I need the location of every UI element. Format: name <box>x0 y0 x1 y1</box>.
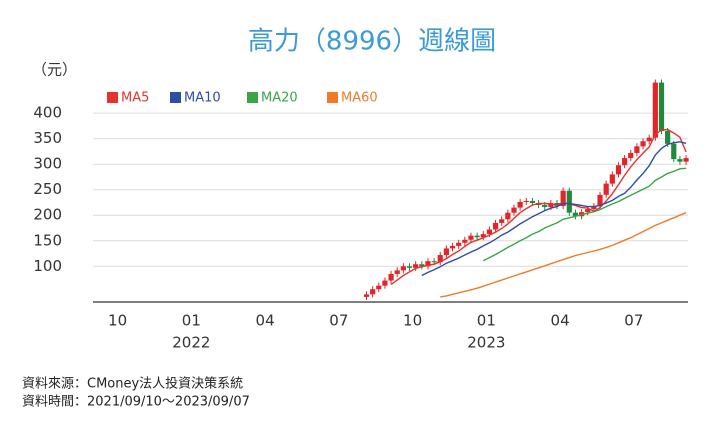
x-tick-label: 04 <box>551 312 570 330</box>
x-year-label: 2023 <box>467 334 505 352</box>
legend-label: MA10 <box>184 91 221 106</box>
candle-body <box>443 248 449 256</box>
x-tick-label: 07 <box>624 312 643 330</box>
candle-body <box>628 152 634 159</box>
candle-body <box>646 137 652 142</box>
candle-body <box>425 261 431 267</box>
candle-body <box>609 174 615 184</box>
candle-body <box>462 239 468 243</box>
y-tick-label: 350 <box>33 129 62 147</box>
x-tick-label: 04 <box>256 312 275 330</box>
ma-line <box>440 212 687 298</box>
candle-body <box>560 190 566 207</box>
candle-body <box>572 212 579 217</box>
candle-body <box>523 200 529 202</box>
ma-line <box>421 141 687 277</box>
candle-body <box>585 209 591 213</box>
legend-swatch <box>170 92 181 103</box>
y-tick-label: 150 <box>33 231 62 249</box>
candle-body <box>419 264 425 267</box>
y-axis-label: （元） <box>32 61 77 79</box>
candle-body <box>406 266 413 268</box>
candle-body <box>529 200 536 203</box>
candle-body <box>486 229 493 235</box>
candle-body <box>566 190 572 213</box>
candle-body <box>363 294 370 297</box>
y-tick-label: 300 <box>33 155 62 173</box>
legend-swatch <box>107 92 118 103</box>
y-tick-label: 250 <box>33 180 62 198</box>
legend-swatch <box>247 92 258 103</box>
candle-body <box>677 159 683 162</box>
legend-swatch <box>327 92 338 103</box>
candle-body <box>640 141 646 147</box>
candle-body <box>382 280 388 286</box>
x-tick-label: 01 <box>477 312 496 330</box>
candle-body <box>370 289 376 295</box>
candle-body <box>683 158 689 162</box>
y-tick-label: 400 <box>33 104 62 122</box>
candle-body <box>474 235 480 238</box>
ma-line <box>482 167 687 262</box>
candle-body <box>542 205 548 208</box>
candle-body <box>499 219 505 223</box>
candle-body <box>671 143 677 160</box>
candle-body <box>456 242 462 246</box>
candle-body <box>603 183 609 195</box>
legend-label: MA60 <box>341 91 378 106</box>
legend-label: MA5 <box>121 91 149 106</box>
candle-body <box>431 261 437 263</box>
candle-body <box>468 235 474 240</box>
candle-body <box>376 285 382 290</box>
candle-body <box>597 194 603 207</box>
x-tick-label: 07 <box>329 312 348 330</box>
candle-body <box>511 207 517 213</box>
source-note: 資料來源：CMoney法人投資決策系統 <box>22 376 243 392</box>
candle-body <box>517 201 523 208</box>
candle-body <box>413 264 419 268</box>
candle-body <box>658 82 665 132</box>
legend-label: MA20 <box>261 91 298 106</box>
candle-body <box>388 273 394 281</box>
time-note: 資料時間：2021/09/10～2023/09/07 <box>22 395 250 410</box>
candle-body <box>492 222 499 230</box>
x-tick-label: 10 <box>403 312 422 330</box>
y-tick-label: 200 <box>33 206 62 224</box>
candle-body <box>615 165 622 175</box>
candle-body <box>591 206 597 210</box>
candle-body <box>634 146 640 153</box>
x-tick-label: 01 <box>182 312 201 330</box>
candle-body <box>622 158 628 166</box>
candle-body <box>437 255 443 263</box>
candle-body <box>665 131 671 144</box>
y-tick-label: 100 <box>33 257 62 275</box>
x-year-label: 2022 <box>172 334 210 352</box>
candle-body <box>480 234 486 238</box>
candle-body <box>505 212 511 220</box>
chart-title: 高力（8996）週線圖 <box>248 27 496 57</box>
ma-line <box>390 128 687 286</box>
candle-body <box>652 82 658 138</box>
candle-body <box>449 245 456 249</box>
candle-body <box>394 270 400 274</box>
candle-body <box>400 266 406 271</box>
candle-body <box>548 202 554 208</box>
x-tick-label: 10 <box>108 312 127 330</box>
